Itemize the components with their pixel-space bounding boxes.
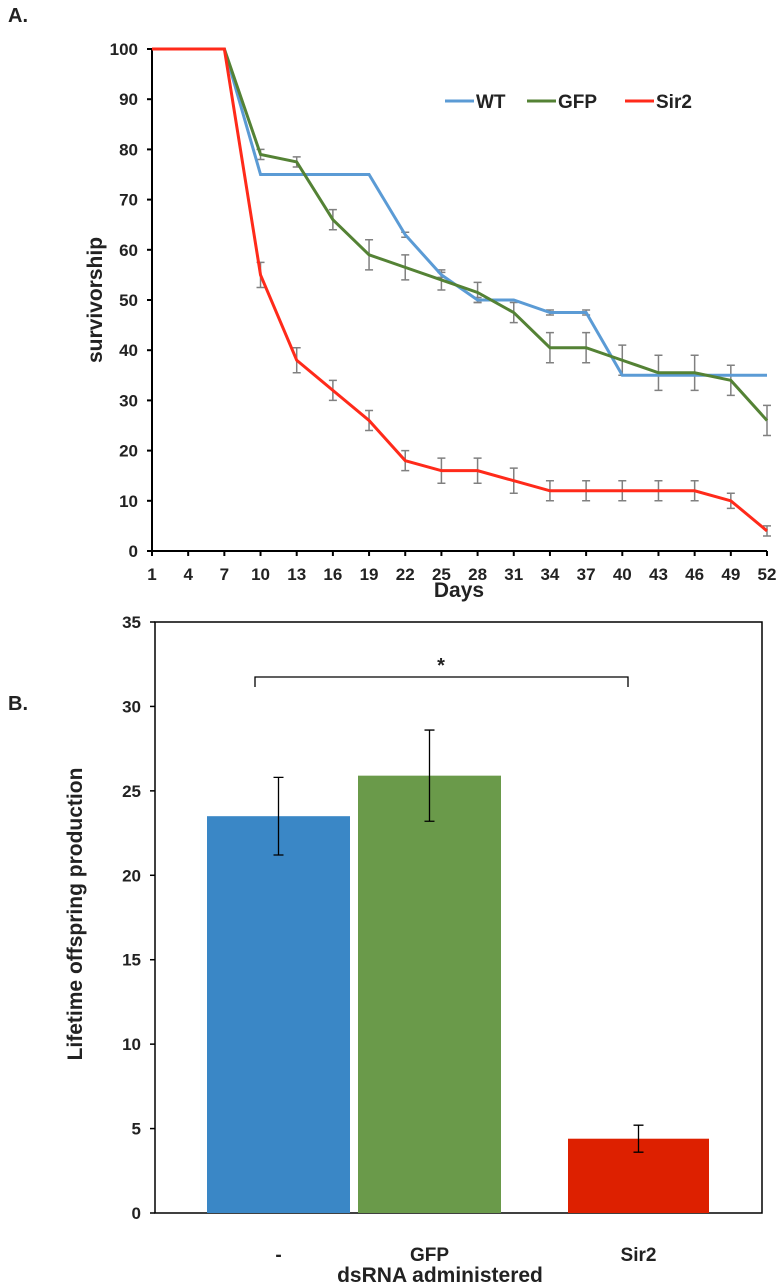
- bar-1: [207, 816, 350, 1213]
- x-tick-label-a: 16: [323, 565, 342, 584]
- x-tick-label-a: 34: [540, 565, 559, 584]
- error-bar-b: [633, 1124, 644, 1153]
- bar-2: [358, 775, 501, 1213]
- y-axis-title-a: survivorship: [84, 237, 107, 363]
- series-line-sir2: [152, 47, 768, 533]
- y-tick-label-a: 10: [119, 492, 138, 511]
- x-tick-label-a: 31: [504, 565, 523, 584]
- x-tick-label-a: 4: [183, 565, 193, 584]
- panel-label-b: B.: [8, 693, 28, 715]
- y-tick-label-a: 100: [110, 40, 138, 59]
- y-tick-label-a: 90: [119, 90, 138, 109]
- x-tick-label-a: 10: [251, 565, 270, 584]
- significance-star: *: [437, 655, 445, 677]
- x-tick-label-a: 40: [613, 565, 632, 584]
- y-tick-label-b: 10: [122, 1035, 141, 1054]
- x-tick-label-a: 49: [721, 565, 740, 584]
- series-line-gfp: [152, 47, 769, 422]
- legend-label-gfp: GFP: [558, 92, 597, 113]
- x-tick-label-a: 46: [685, 565, 704, 584]
- x-tick-label-a: 43: [649, 565, 668, 584]
- y-tick-label-a: 50: [119, 291, 138, 310]
- legend-label-wt: WT: [476, 92, 506, 113]
- x-tick-label-a: 13: [287, 565, 306, 584]
- error-bar-b: [424, 729, 435, 822]
- y-tick-label-a: 70: [119, 191, 138, 210]
- y-tick-label-a: 60: [119, 241, 138, 260]
- y-tick-label-a: 20: [119, 442, 138, 461]
- x-tick-label-a: 52: [758, 565, 777, 584]
- x-tick-label-a: 22: [396, 565, 415, 584]
- x-tick-label-a: 37: [577, 565, 596, 584]
- x-tick-label-b: GFP: [410, 1245, 449, 1266]
- significance-bracket: [254, 676, 629, 687]
- error-bar-b: [273, 776, 284, 856]
- y-tick-label-b: 15: [122, 951, 141, 970]
- x-tick-label-a: 25: [432, 565, 451, 584]
- panel-label-a: A.: [8, 5, 28, 27]
- x-tick-label-b: -: [275, 1245, 281, 1266]
- y-axis-title-b: Lifetime offspring production: [64, 768, 87, 1061]
- x-tick-label-a: 1: [147, 565, 156, 584]
- x-axis-title-b: dsRNA administered: [337, 1264, 543, 1286]
- x-tick-label-a: 7: [220, 565, 229, 584]
- y-tick-label-b: 30: [122, 697, 141, 716]
- x-tick-label-b: Sir2: [621, 1245, 657, 1266]
- y-tick-label-b: 25: [122, 782, 141, 801]
- y-tick-label-b: 5: [132, 1120, 141, 1139]
- y-tick-label-b: 0: [132, 1204, 141, 1223]
- y-tick-label-b: 35: [122, 613, 141, 632]
- y-tick-label-a: 40: [119, 341, 138, 360]
- y-tick-label-a: 30: [119, 391, 138, 410]
- x-tick-label-a: 19: [360, 565, 379, 584]
- y-tick-label-a: 80: [119, 140, 138, 159]
- legend-label-sir2: Sir2: [656, 92, 692, 113]
- x-axis-title-a: Days: [434, 579, 484, 602]
- y-tick-label-b: 20: [122, 866, 141, 885]
- x-tick-label-a: 28: [468, 565, 487, 584]
- y-tick-label-a: 0: [129, 542, 138, 561]
